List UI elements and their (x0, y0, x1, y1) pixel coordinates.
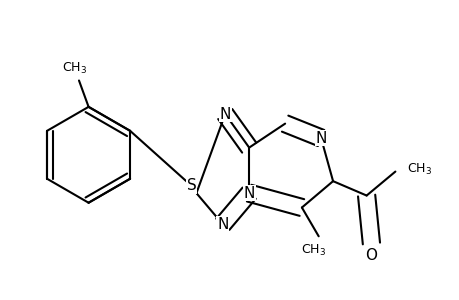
Text: S: S (186, 178, 196, 194)
Text: N: N (219, 106, 230, 122)
Text: N: N (315, 130, 326, 146)
Text: N: N (217, 217, 228, 232)
Text: CH$_3$: CH$_3$ (62, 61, 87, 76)
Text: CH$_3$: CH$_3$ (301, 243, 326, 258)
Text: O: O (364, 248, 376, 263)
Text: CH$_3$: CH$_3$ (407, 162, 431, 177)
Text: N: N (243, 186, 254, 201)
